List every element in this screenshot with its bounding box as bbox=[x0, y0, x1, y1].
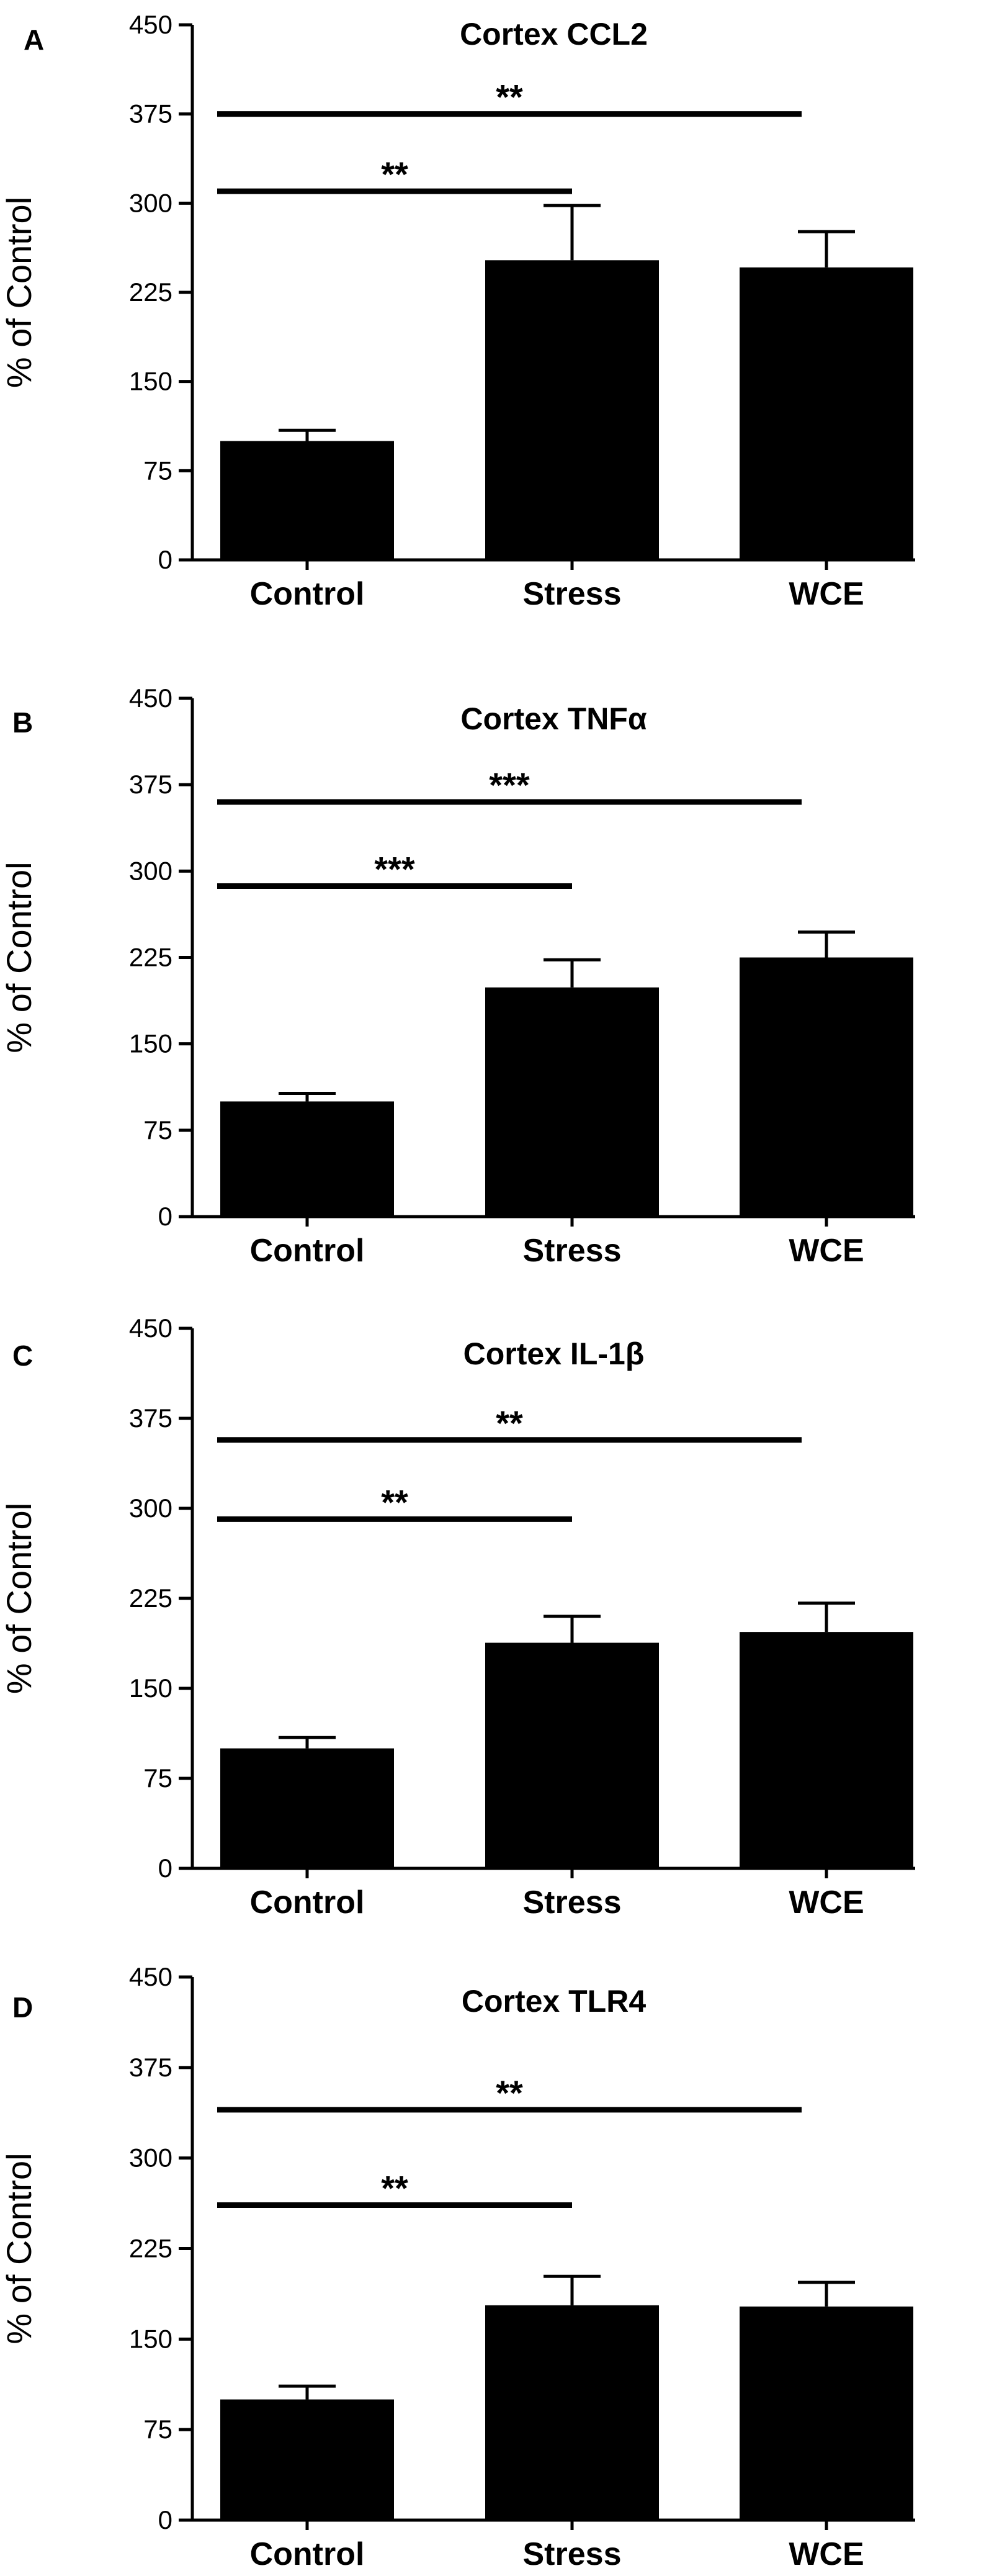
y-tick-label: 300 bbox=[129, 2143, 172, 2173]
y-tick-label: 375 bbox=[129, 2053, 172, 2082]
y-tick-label: 0 bbox=[158, 2505, 172, 2534]
y-tick-label: 150 bbox=[129, 1673, 172, 1703]
y-tick-label: 375 bbox=[129, 770, 172, 799]
x-tick-label: Stress bbox=[523, 1885, 622, 1921]
y-tick-label: 225 bbox=[129, 943, 172, 972]
y-tick-label: 300 bbox=[129, 1493, 172, 1523]
x-tick-label: WCE bbox=[789, 1885, 864, 1921]
panel-label: B bbox=[12, 706, 33, 739]
y-tick-label: 300 bbox=[129, 856, 172, 885]
y-tick-label: 450 bbox=[129, 1313, 172, 1343]
chart-panel-b: B Cortex TNFα % of Control 0 75 150 225 300 375 4… bbox=[0, 683, 915, 1269]
x-tick-label: Stress bbox=[523, 2536, 622, 2572]
y-tick-label: 150 bbox=[129, 1029, 172, 1058]
bar-control bbox=[220, 1101, 394, 1217]
chart-title: Cortex TLR4 bbox=[462, 1984, 646, 2019]
bar-wce bbox=[740, 957, 913, 1217]
bar-wce bbox=[740, 2306, 913, 2520]
x-tick-label: Control bbox=[250, 576, 365, 612]
y-tick-label: 225 bbox=[129, 1583, 172, 1613]
chart-title: Cortex IL-1β bbox=[463, 1336, 645, 1371]
chart-title: Cortex CCL2 bbox=[460, 17, 648, 52]
y-axis-label: % of Control bbox=[0, 862, 38, 1053]
bar-stress bbox=[485, 987, 659, 1217]
y-axis-label: % of Control bbox=[0, 197, 38, 388]
bar-wce bbox=[740, 1632, 913, 1868]
x-tick-label: Control bbox=[250, 1233, 365, 1269]
significance-label: ** bbox=[496, 1403, 523, 1443]
significance-label: ** bbox=[381, 1482, 408, 1521]
x-tick-label: WCE bbox=[789, 576, 864, 612]
y-tick-label: 225 bbox=[129, 277, 172, 307]
y-tick-label: 375 bbox=[129, 99, 172, 128]
y-tick-label: 150 bbox=[129, 2324, 172, 2353]
y-tick-label: 375 bbox=[129, 1403, 172, 1433]
chart-title: Cortex TNFα bbox=[460, 701, 647, 736]
significance-label: *** bbox=[489, 765, 530, 804]
bar-stress bbox=[485, 1642, 659, 1868]
significance-label: *** bbox=[374, 849, 415, 888]
y-tick-label: 0 bbox=[158, 545, 172, 574]
y-tick-label: 450 bbox=[129, 1962, 172, 1991]
x-tick-label: Control bbox=[250, 1885, 365, 1921]
x-tick-label: Control bbox=[250, 2536, 365, 2572]
chart-panel-c: C Cortex IL-1β % of Control 0 75 150 225 300 375… bbox=[0, 1313, 915, 1921]
chart-panel-d: D Cortex TLR4 % of Control 0 75 150 225 300 375 4… bbox=[0, 1962, 915, 2572]
bar-control bbox=[220, 441, 394, 560]
y-tick-label: 225 bbox=[129, 2234, 172, 2263]
bar-stress bbox=[485, 260, 659, 560]
y-axis-label: % of Control bbox=[0, 2153, 38, 2344]
bar-stress bbox=[485, 2305, 659, 2520]
y-tick-label: 75 bbox=[143, 456, 172, 485]
y-tick-label: 150 bbox=[129, 367, 172, 396]
y-tick-label: 0 bbox=[158, 1202, 172, 1231]
x-tick-label: Stress bbox=[523, 576, 622, 612]
x-tick-label: WCE bbox=[789, 2536, 864, 2572]
y-tick-label: 75 bbox=[143, 1115, 172, 1145]
y-tick-label: 0 bbox=[158, 1853, 172, 1883]
bar-control bbox=[220, 1748, 394, 1868]
significance-label: ** bbox=[496, 2073, 523, 2112]
bar-control bbox=[220, 2399, 394, 2520]
y-tick-label: 450 bbox=[129, 10, 172, 39]
x-tick-label: Stress bbox=[523, 1233, 622, 1269]
y-tick-label: 300 bbox=[129, 188, 172, 217]
chart-panel-a: A Cortex CCL2 % of Control 0 75 150 225 300 375 4… bbox=[0, 10, 915, 612]
significance-label: ** bbox=[381, 2169, 408, 2208]
panel-label: C bbox=[12, 1340, 33, 1372]
y-tick-label: 75 bbox=[143, 2415, 172, 2444]
x-tick-label: WCE bbox=[789, 1233, 864, 1269]
y-tick-label: 75 bbox=[143, 1763, 172, 1793]
significance-label: ** bbox=[496, 78, 523, 117]
bar-wce bbox=[740, 267, 913, 560]
panel-label: D bbox=[12, 1991, 33, 2024]
y-axis-label: % of Control bbox=[0, 1503, 38, 1694]
significance-label: ** bbox=[381, 155, 408, 194]
panel-label: A bbox=[24, 24, 44, 56]
y-tick-label: 450 bbox=[129, 683, 172, 713]
